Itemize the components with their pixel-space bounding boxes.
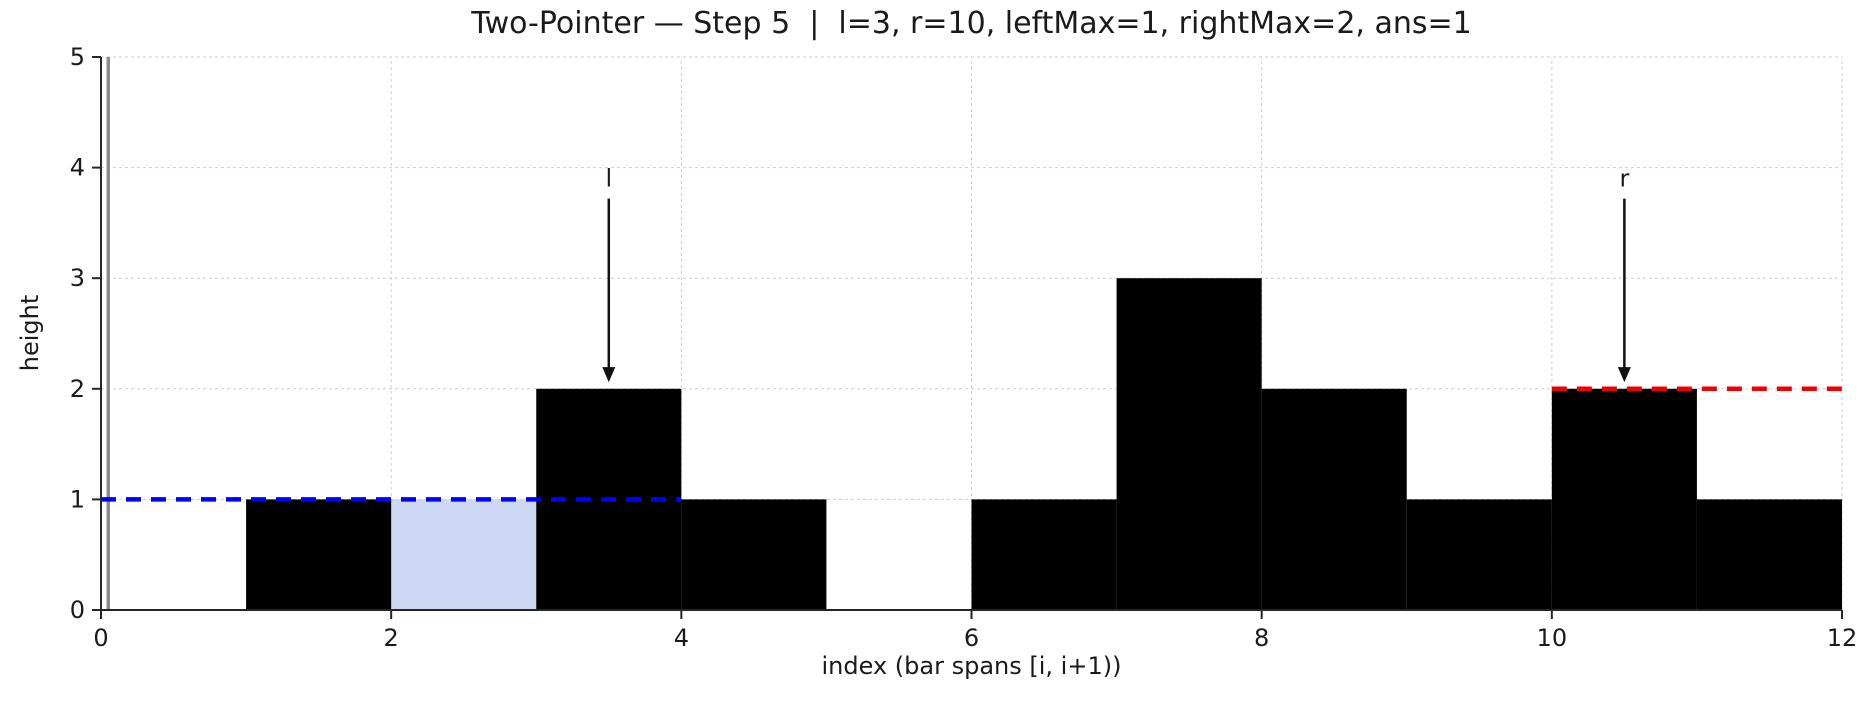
pointer-l-label: l [605, 165, 612, 193]
x-axis-label: index (bar spans [i, i+1)) [821, 652, 1122, 680]
x-tick-label: 2 [384, 624, 399, 652]
bar-index-10 [1551, 388, 1697, 610]
y-tick-label: 3 [70, 264, 85, 292]
bar-index-11 [1696, 499, 1842, 610]
x-tick-label: 4 [674, 624, 689, 652]
bar-index-6 [971, 499, 1117, 610]
y-tick-label: 4 [70, 154, 85, 182]
pointer-r-label: r [1619, 165, 1629, 193]
x-tick-label: 8 [1254, 624, 1269, 652]
x-tick-label: 10 [1537, 624, 1568, 652]
x-tick-label: 0 [93, 624, 108, 652]
y-tick-label: 5 [70, 43, 85, 71]
bar-index-8 [1261, 388, 1407, 610]
water-fill [391, 499, 537, 610]
bar-index-7 [1116, 278, 1262, 610]
y-axis-label: height [16, 294, 44, 372]
y-tick-label: 2 [70, 375, 85, 403]
x-tick-label: 6 [964, 624, 979, 652]
bar-index-4 [681, 499, 827, 610]
chart-title: Two-Pointer — Step 5 | l=3, r=10, leftMa… [471, 6, 1472, 41]
y-tick-label: 1 [70, 485, 85, 513]
pointer-l-arrow-head-icon [602, 367, 616, 383]
pointer-r-arrow-head-icon [1617, 367, 1631, 383]
x-tick-label: 12 [1827, 624, 1858, 652]
bar-index-9 [1406, 499, 1552, 610]
bar-index-1 [246, 499, 392, 610]
y-tick-label: 0 [70, 596, 85, 624]
